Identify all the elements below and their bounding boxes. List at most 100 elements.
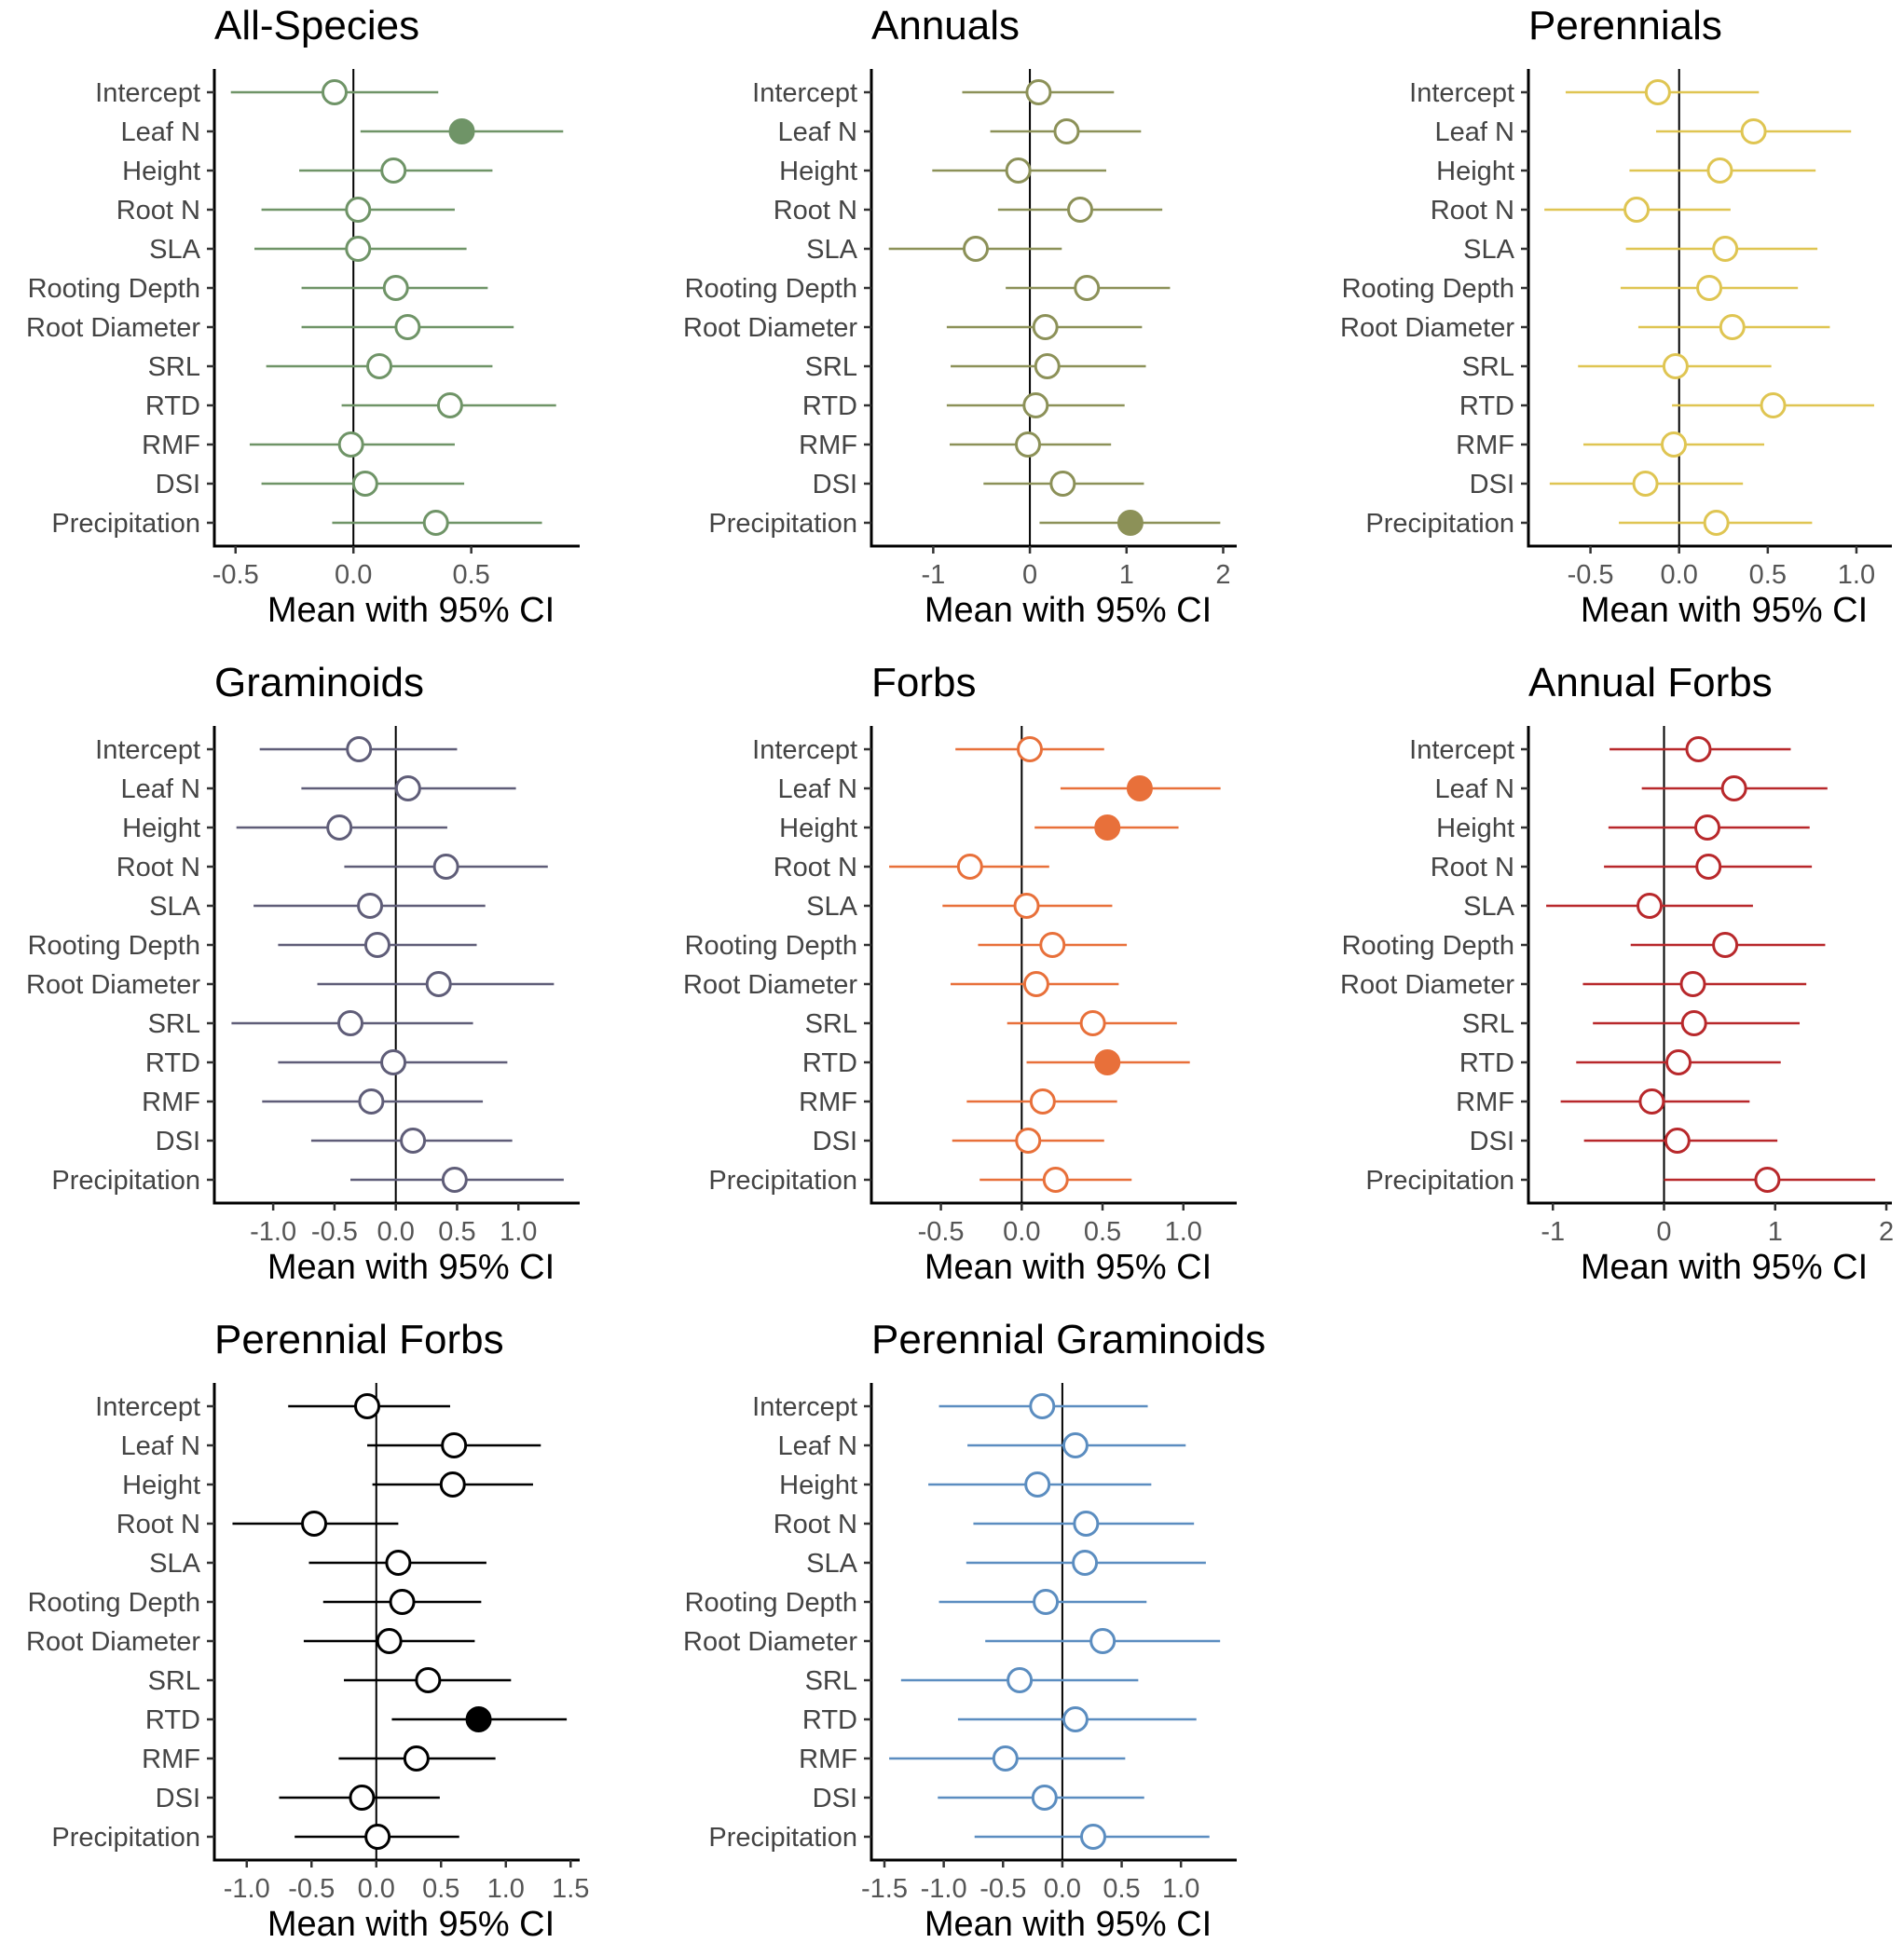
- y-tick-label: Precipitation: [708, 1823, 857, 1853]
- y-tick-label: DSI: [156, 1127, 200, 1156]
- y-tick-label: Leaf N: [778, 117, 857, 147]
- mean-point: [436, 392, 463, 418]
- mean-point: [1740, 118, 1767, 144]
- mean-point: [1696, 275, 1723, 301]
- y-tick-label: Root N: [116, 196, 200, 226]
- mean-point: [385, 1550, 412, 1576]
- y-tick-label: RMF: [1456, 1088, 1514, 1117]
- mean-point: [337, 431, 364, 458]
- y-tick-label: Height: [1436, 814, 1514, 843]
- panel-title: All-Species: [214, 3, 419, 48]
- y-tick-label: Intercept: [1409, 78, 1514, 108]
- x-tick-label: 2: [1879, 1217, 1894, 1247]
- x-tick-label: -0.5: [311, 1217, 358, 1247]
- mean-point: [441, 1167, 468, 1193]
- x-axis-label: Mean with 95% CI: [267, 591, 555, 630]
- y-tick-label: SLA: [149, 1549, 200, 1579]
- mean-point: [441, 1432, 468, 1458]
- x-tick-label: 1.0: [500, 1217, 537, 1247]
- x-tick-label: 0.5: [422, 1874, 459, 1904]
- mean-point: [1049, 471, 1076, 497]
- x-tick-label: 1.0: [1838, 560, 1875, 590]
- mean-point: [346, 736, 373, 762]
- mean-point-significant: [448, 118, 475, 144]
- y-tick-label: SLA: [1463, 235, 1514, 265]
- mean-point: [1706, 157, 1733, 184]
- mean-point: [1719, 314, 1746, 340]
- mean-point: [1033, 1589, 1060, 1615]
- mean-point: [1638, 1088, 1665, 1115]
- panel-title: Graminoids: [214, 660, 424, 705]
- mean-point: [1034, 353, 1061, 379]
- y-tick-label: SLA: [1463, 892, 1514, 922]
- mean-point: [394, 314, 421, 340]
- x-tick-label: -1.0: [921, 1874, 967, 1904]
- y-tick-label: Leaf N: [121, 774, 200, 804]
- y-tick-label: RMF: [142, 431, 200, 460]
- mean-point: [1039, 932, 1066, 958]
- panel-perennial-forbs: Perennial Forbs -1.0 -0.5 0.0 0.5 1.0 1.5Mean …: [26, 1317, 589, 1943]
- mean-point: [1031, 1785, 1058, 1811]
- mean-point-significant: [1126, 775, 1153, 801]
- x-tick-label: -0.5: [288, 1874, 335, 1904]
- mean-point: [1089, 1628, 1116, 1654]
- mean-point: [1007, 1667, 1034, 1693]
- mean-point: [1013, 893, 1040, 919]
- mean-point: [1032, 314, 1059, 340]
- x-tick-label: -0.5: [979, 1874, 1026, 1904]
- x-tick-label: 1.0: [1162, 1874, 1199, 1904]
- y-tick-label: Leaf N: [1435, 117, 1514, 147]
- y-tick-label: Height: [122, 814, 200, 843]
- y-tick-label: Height: [122, 1471, 200, 1500]
- mean-point: [400, 1128, 427, 1154]
- x-axis-label: Mean with 95% CI: [925, 1905, 1212, 1943]
- mean-point: [354, 1393, 381, 1419]
- y-tick-label: RMF: [1456, 431, 1514, 460]
- x-tick-label: -1: [921, 560, 945, 590]
- y-tick-label: Precipitation: [51, 509, 200, 539]
- y-tick-label: RTD: [802, 391, 857, 421]
- y-tick-label: Leaf N: [121, 117, 200, 147]
- mean-point: [1703, 510, 1730, 536]
- mean-point: [1022, 392, 1049, 418]
- y-tick-label: Rooting Depth: [1342, 931, 1514, 961]
- mean-point: [1665, 1049, 1692, 1075]
- y-tick-label: SLA: [806, 235, 857, 265]
- mean-point: [1623, 197, 1651, 223]
- y-tick-label: DSI: [156, 470, 200, 499]
- y-tick-label: DSI: [813, 470, 857, 499]
- x-tick-label: -0.5: [212, 560, 259, 590]
- mean-point: [1754, 1167, 1781, 1193]
- mean-point: [1664, 1128, 1691, 1154]
- mean-point: [337, 1010, 364, 1036]
- y-tick-label: Leaf N: [1435, 774, 1514, 804]
- x-tick-label: 0: [1022, 560, 1037, 590]
- x-axis-label: Mean with 95% CI: [925, 591, 1212, 630]
- mean-point: [1073, 1511, 1100, 1537]
- x-tick-label: 1.5: [552, 1874, 589, 1904]
- y-tick-label: Rooting Depth: [685, 931, 857, 961]
- y-tick-label: Rooting Depth: [1342, 274, 1514, 304]
- y-tick-label: Intercept: [95, 78, 200, 108]
- y-tick-label: Rooting Depth: [685, 1588, 857, 1618]
- y-tick-label: Height: [122, 157, 200, 186]
- y-tick-label: Intercept: [752, 1392, 857, 1422]
- mean-point: [1072, 1550, 1099, 1576]
- mean-point: [382, 275, 409, 301]
- y-tick-label: SLA: [806, 1549, 857, 1579]
- y-tick-label: Leaf N: [121, 1431, 200, 1461]
- y-tick-label: RTD: [1459, 1048, 1514, 1078]
- y-tick-label: RTD: [145, 391, 200, 421]
- mean-point: [403, 1745, 430, 1772]
- y-tick-label: SLA: [149, 892, 200, 922]
- panel-title: Perennial Graminoids: [871, 1317, 1266, 1362]
- mean-point: [1712, 932, 1739, 958]
- y-tick-label: Precipitation: [1365, 1166, 1514, 1196]
- mean-point: [1016, 736, 1043, 762]
- mean-point: [1015, 1128, 1042, 1154]
- mean-point: [425, 971, 452, 997]
- y-tick-label: Rooting Depth: [28, 274, 200, 304]
